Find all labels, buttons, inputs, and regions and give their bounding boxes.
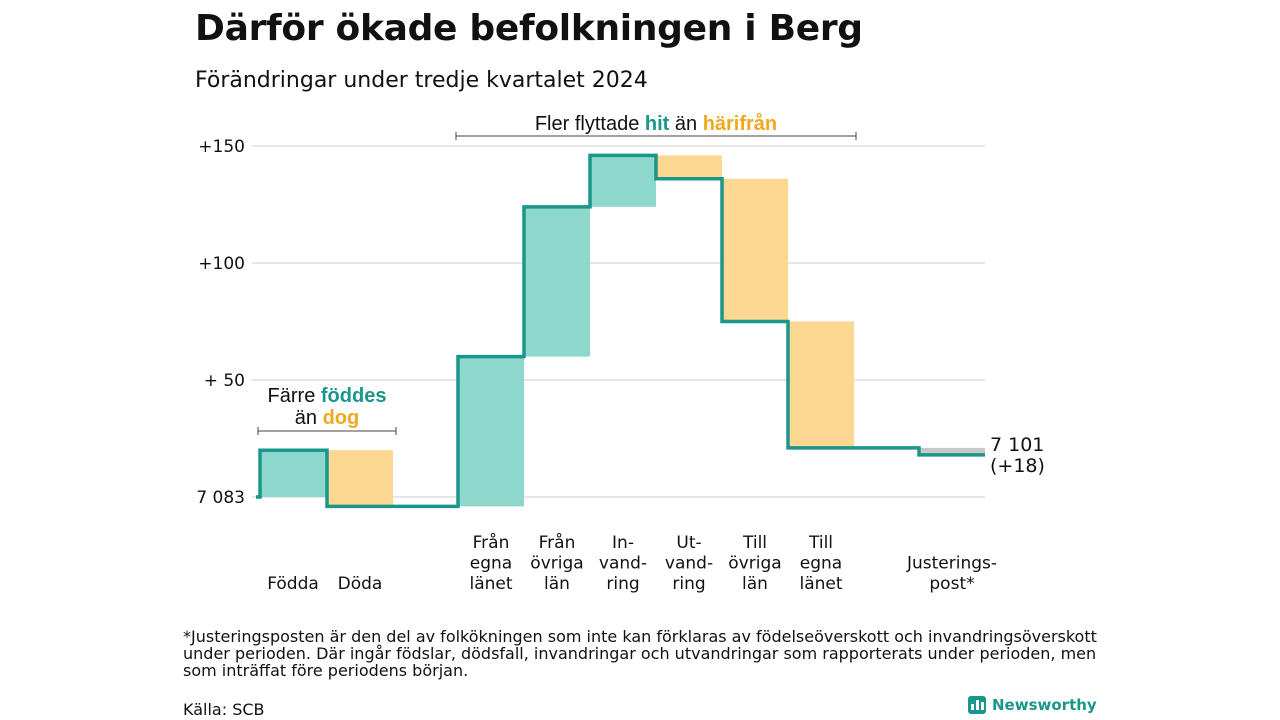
chart-title: Därför ökade befolkningen i Berg (195, 8, 863, 49)
category-label-8: länet (799, 574, 842, 594)
migration-annotation: Fler flyttade hit än härifrån (456, 113, 856, 136)
category-label-9: post* (929, 574, 974, 594)
waterfall-bars (260, 155, 985, 507)
category-label-6: ring (672, 574, 705, 594)
bar-1 (260, 450, 326, 497)
migration-bracket (455, 132, 857, 140)
end-total: 7 101 (990, 434, 1045, 456)
migration-annotation-prefix: Fler flyttade (534, 113, 640, 135)
category-label-7: Till (742, 533, 767, 553)
migration-annotation-harifran: härifrån (702, 113, 778, 135)
bar-2 (327, 450, 393, 507)
bar-6 (656, 155, 722, 179)
annotation-brackets (257, 132, 857, 435)
category-label-8: egna (800, 554, 842, 574)
end-value-label: 7 101 (+18) (990, 435, 1045, 477)
births-annotation-line1: Färre föddes (232, 385, 422, 407)
y-tick-label: +100 (198, 254, 245, 274)
births-annotation-mid: än (294, 407, 318, 429)
category-label-3: egna (470, 554, 512, 574)
bar-chart-icon (968, 696, 986, 714)
bar-8 (788, 321, 854, 448)
category-label-7: övriga (728, 554, 781, 574)
category-label-4: Från (539, 532, 576, 553)
category-label-5: vand- (599, 554, 647, 574)
y-tick-label: +150 (198, 137, 245, 157)
category-label-2: Döda (338, 574, 383, 594)
bar-7 (722, 178, 788, 322)
births-annotation-line2: än dog (232, 407, 422, 429)
category-label-9: Justerings- (906, 554, 997, 574)
newsworthy-logo: Newsworthy (968, 696, 1097, 714)
category-label-4: övriga (530, 554, 583, 574)
category-label-6: vand- (665, 554, 713, 574)
category-label-1: Födda (267, 574, 319, 594)
end-change: (+18) (990, 455, 1045, 477)
waterfall-chart: 7 083+ 50+100+150 Födda DödaFrånegnalänet… (196, 132, 997, 594)
cumulative-step-line (256, 153, 985, 509)
category-label-8: Till (808, 533, 833, 553)
x-axis-category-labels: Födda DödaFrånegnalänetFrånövrigalänIn-va… (267, 532, 997, 594)
bar-4 (524, 206, 590, 357)
migration-annotation-mid: än (674, 113, 698, 135)
migration-annotation-hit: hit (644, 113, 670, 135)
category-label-6: Ut- (676, 533, 701, 553)
bar-3 (458, 356, 524, 507)
bar-5 (590, 155, 656, 207)
births-bracket (257, 427, 397, 435)
category-label-5: In- (612, 533, 634, 553)
category-label-3: Från (473, 532, 510, 553)
births-annotation-foddes: föddes (320, 385, 387, 407)
logo-text: Newsworthy (992, 696, 1097, 714)
footnote: *Justeringsposten är den del av folkökni… (183, 627, 1097, 680)
category-label-7: län (742, 574, 768, 594)
births-annotation-dog: dog (322, 407, 360, 429)
births-annotation-prefix: Färre (267, 385, 316, 407)
category-label-5: ring (606, 574, 639, 594)
category-label-3: länet (469, 574, 512, 594)
chart-subtitle: Förändringar under tredje kvartalet 2024 (195, 68, 648, 93)
births-annotation: Färre föddes än dog (232, 385, 422, 429)
y-tick-label: + 50 (204, 371, 245, 391)
source-label: Källa: SCB (183, 700, 265, 719)
category-label-4: län (544, 574, 570, 594)
y-axis-tick-labels: 7 083 + 50 +100 +150 (196, 137, 245, 508)
y-tick-label: 7 083 (196, 488, 245, 508)
bar-9 (919, 447, 985, 455)
